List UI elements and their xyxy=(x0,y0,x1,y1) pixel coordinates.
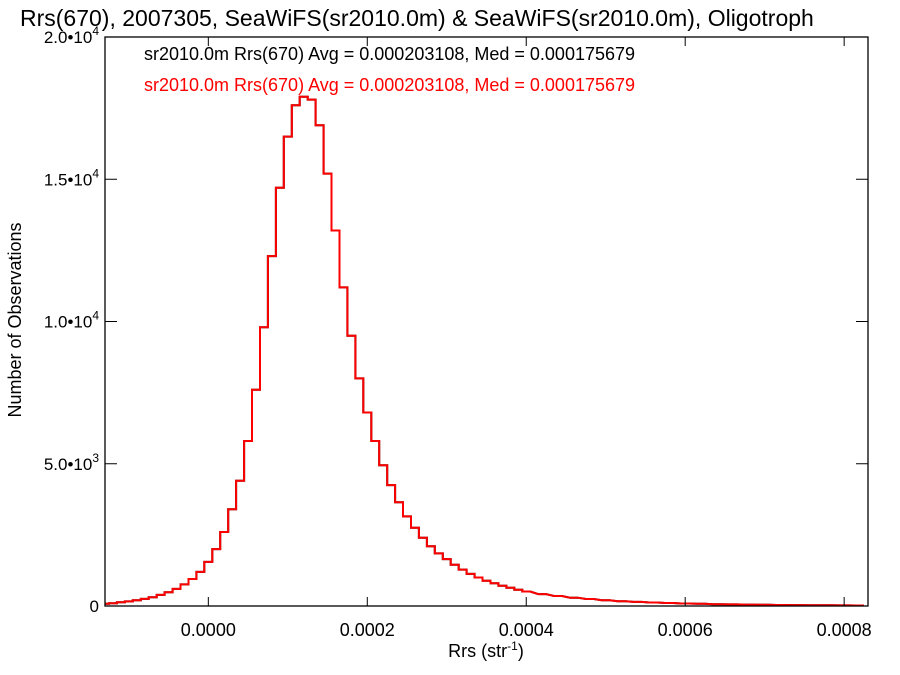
y-tick-label-base: 1.5•10 xyxy=(44,170,93,189)
y-tick-label-exponent: 3 xyxy=(92,451,99,465)
y-tick-label-base: 2.0•10 xyxy=(44,28,93,47)
chart-title: Rrs(670), 2007305, SeaWiFS(sr2010.0m) & … xyxy=(20,5,814,31)
y-axis-label: Number of Observations xyxy=(5,222,25,417)
legend: sr2010.0m Rrs(670) Avg = 0.000203108, Me… xyxy=(144,44,635,95)
legend-entry-2: sr2010.0m Rrs(670) Avg = 0.000203108, Me… xyxy=(144,75,635,95)
x-axis-label: Rrs (str-1) xyxy=(448,639,524,661)
y-tick-label-base: 0 xyxy=(90,597,99,616)
x-tick-label: 0.0008 xyxy=(817,620,872,640)
legend-entry-1: sr2010.0m Rrs(670) Avg = 0.000203108, Me… xyxy=(144,44,635,64)
y-tick-label: 1.0•104 xyxy=(44,309,100,332)
histogram-series-2 xyxy=(105,95,864,607)
y-tick-label-exponent: 4 xyxy=(92,166,99,180)
y-tick-label: 1.5•104 xyxy=(44,166,100,189)
y-tick-label-exponent: 4 xyxy=(92,24,99,38)
y-tick-label: 5.0•103 xyxy=(44,451,100,474)
y-tick-label: 2.0•104 xyxy=(44,24,100,47)
x-tick-label: 0.0004 xyxy=(499,620,554,640)
x-tick-label: 0.0000 xyxy=(181,620,236,640)
y-tick-label-base: 1.0•10 xyxy=(44,313,93,332)
ticks-layer: 0.0000 0.0002 0.0004 0.0006 0.0008 0 5.0•103 1.… xyxy=(44,24,872,640)
series-layer xyxy=(105,95,864,607)
y-tick-label: 0 xyxy=(90,597,99,616)
y-tick-label-base: 5.0•10 xyxy=(44,455,93,474)
y-tick-label-exponent: 4 xyxy=(92,309,99,323)
plot-frame xyxy=(104,36,869,607)
x-tick-label: 0.0006 xyxy=(658,620,713,640)
x-tick-label: 0.0002 xyxy=(340,620,395,640)
